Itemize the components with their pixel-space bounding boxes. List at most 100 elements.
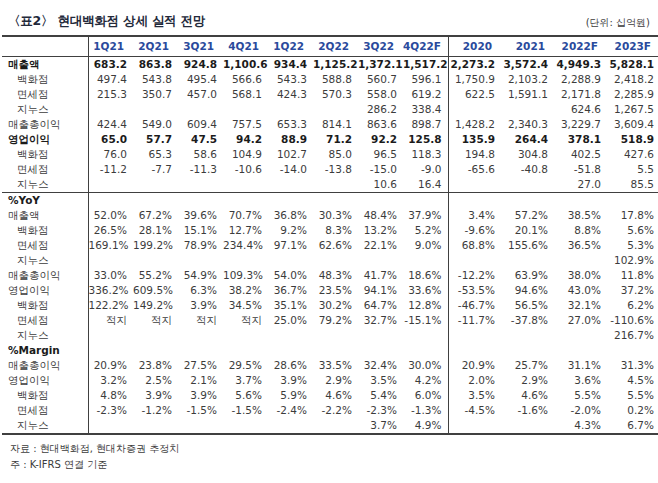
cell bbox=[133, 193, 178, 209]
cell: 32.1% bbox=[554, 298, 607, 313]
cell: 4.3% bbox=[554, 418, 607, 434]
cell: -37.8% bbox=[501, 313, 554, 328]
cell: 13.2% bbox=[358, 223, 403, 238]
cell: 194.8 bbox=[448, 147, 501, 162]
cell: 15.1% bbox=[178, 223, 223, 238]
row-label: 면세점 bbox=[2, 403, 88, 418]
cell bbox=[448, 102, 501, 117]
cell: 6.3% bbox=[178, 283, 223, 298]
row-label: 백화점 bbox=[2, 147, 88, 162]
cell: 497.4 bbox=[88, 72, 133, 87]
cell: 10.6 bbox=[358, 177, 403, 193]
cell: 3.9% bbox=[178, 298, 223, 313]
cell: 36.7% bbox=[268, 283, 313, 298]
table-row: 면세점적지적지적지적지25.0%79.2%32.7%-15.1%-11.7%-3… bbox=[2, 313, 658, 328]
cell: 30.0% bbox=[403, 358, 448, 373]
cell: 35.1% bbox=[268, 298, 313, 313]
cell: -10.6 bbox=[223, 162, 268, 177]
cell bbox=[448, 177, 501, 193]
cell: 31.1% bbox=[554, 358, 607, 373]
cell: 102.9% bbox=[607, 253, 658, 268]
cell: 17.8% bbox=[607, 208, 658, 223]
cell: 2,340.3 bbox=[501, 117, 554, 132]
column-header: 3Q21 bbox=[178, 36, 223, 57]
cell: 5.5% bbox=[554, 388, 607, 403]
cell: 814.1 bbox=[313, 117, 358, 132]
cell: 135.9 bbox=[448, 132, 501, 147]
cell: 624.6 bbox=[554, 102, 607, 117]
cell: 27.0% bbox=[554, 313, 607, 328]
cell: 2,103.2 bbox=[501, 72, 554, 87]
cell: 65.3 bbox=[133, 147, 178, 162]
cell: -1.5% bbox=[223, 403, 268, 418]
cell bbox=[223, 177, 268, 193]
cell bbox=[88, 102, 133, 117]
cell: -1.6% bbox=[501, 403, 554, 418]
table-row: 매출총이익33.0%55.2%54.9%109.3%54.0%48.3%41.7… bbox=[2, 268, 658, 283]
cell: 9.0% bbox=[403, 238, 448, 253]
cell bbox=[501, 177, 554, 193]
cell: 609.4 bbox=[178, 117, 223, 132]
cell: -4.5% bbox=[448, 403, 501, 418]
cell: 118.3 bbox=[403, 147, 448, 162]
cell: 8.3% bbox=[313, 223, 358, 238]
cell bbox=[223, 102, 268, 117]
section-header-row: %YoY bbox=[2, 193, 658, 209]
cell: 5,828.1 bbox=[607, 57, 658, 73]
cell: 543.8 bbox=[133, 72, 178, 87]
cell: 62.6% bbox=[313, 238, 358, 253]
cell: 2.5% bbox=[133, 373, 178, 388]
cell: 33.5% bbox=[313, 358, 358, 373]
cell: 336.2% bbox=[88, 283, 133, 298]
cell: 5.5% bbox=[607, 388, 658, 403]
cell: 29.5% bbox=[223, 358, 268, 373]
cell bbox=[313, 418, 358, 434]
cell: 5.6% bbox=[607, 223, 658, 238]
cell bbox=[178, 328, 223, 343]
cell: 898.7 bbox=[403, 117, 448, 132]
cell: 92.2 bbox=[358, 132, 403, 147]
cell: -1.5% bbox=[178, 403, 223, 418]
cell bbox=[178, 177, 223, 193]
cell bbox=[501, 328, 554, 343]
cell: 41.7% bbox=[358, 268, 403, 283]
cell: 3.6% bbox=[554, 373, 607, 388]
cell bbox=[268, 343, 313, 358]
cell: 94.2 bbox=[223, 132, 268, 147]
cell bbox=[223, 418, 268, 434]
cell: -9.0 bbox=[403, 162, 448, 177]
cell: -11.3 bbox=[178, 162, 223, 177]
cell: 934.4 bbox=[268, 57, 313, 73]
cell bbox=[88, 177, 133, 193]
row-label: 지누스 bbox=[2, 253, 88, 268]
cell: 33.0% bbox=[88, 268, 133, 283]
table-row: 매출액52.0%67.2%39.6%70.7%36.8%30.3%48.4%37… bbox=[2, 208, 658, 223]
row-label: %Margin bbox=[2, 343, 88, 358]
cell: 2.9% bbox=[501, 373, 554, 388]
cell: 424.4 bbox=[88, 117, 133, 132]
table-row: 면세점169.1%199.2%78.9%234.4%97.1%62.6%22.1… bbox=[2, 238, 658, 253]
cell: 52.0% bbox=[88, 208, 133, 223]
row-label: 지누스 bbox=[2, 102, 88, 117]
table-row: 영업이익65.057.747.594.288.971.292.2125.8135… bbox=[2, 132, 658, 147]
cell bbox=[554, 343, 607, 358]
cell: 12.8% bbox=[403, 298, 448, 313]
cell: 39.6% bbox=[178, 208, 223, 223]
table-head: 1Q212Q213Q214Q211Q222Q223Q224Q22F2020202… bbox=[2, 36, 658, 57]
cell bbox=[501, 253, 554, 268]
cell: 2.9% bbox=[313, 373, 358, 388]
cell: 199.2% bbox=[133, 238, 178, 253]
cell: -13.8 bbox=[313, 162, 358, 177]
table-row: 지누스3.7%4.9%4.3%6.7% bbox=[2, 418, 658, 434]
column-header: 2020 bbox=[448, 36, 501, 57]
cell: 566.6 bbox=[223, 72, 268, 87]
cell: 적지 bbox=[133, 313, 178, 328]
cell: 적지 bbox=[88, 313, 133, 328]
cell: 79.2% bbox=[313, 313, 358, 328]
cell: 1,591.1 bbox=[501, 87, 554, 102]
cell: 54.0% bbox=[268, 268, 313, 283]
cell: 3,609.4 bbox=[607, 117, 658, 132]
cell: 71.2 bbox=[313, 132, 358, 147]
cell bbox=[501, 418, 554, 434]
cell: 6.0% bbox=[403, 388, 448, 403]
